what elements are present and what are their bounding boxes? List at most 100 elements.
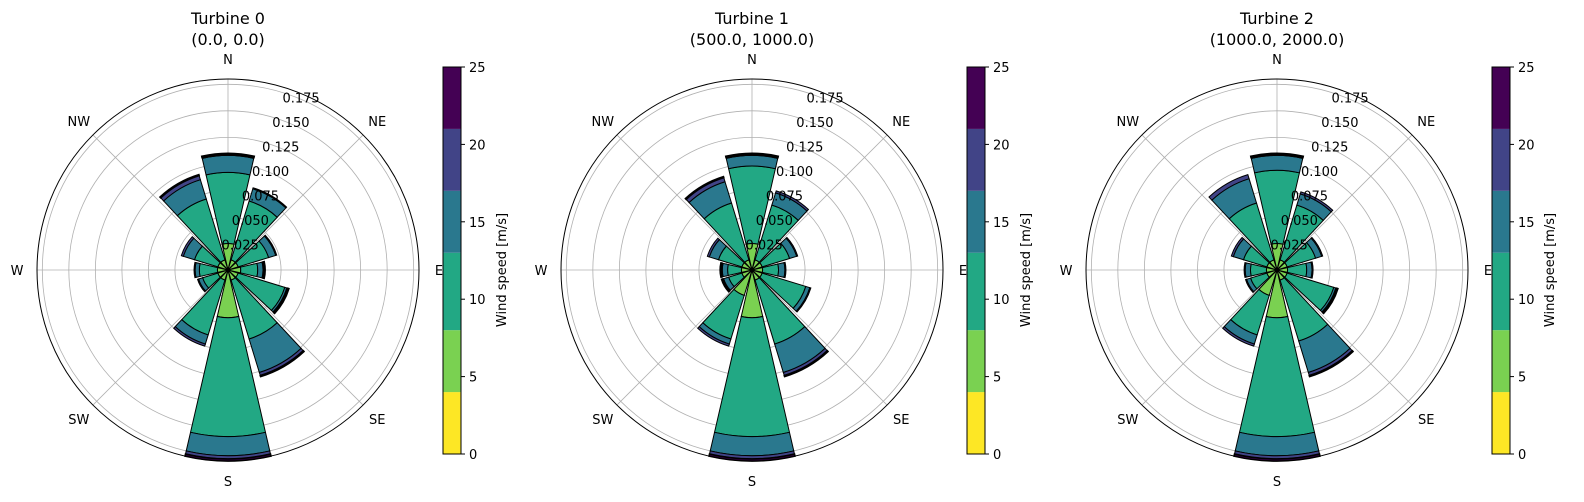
colorbar-segment xyxy=(967,190,985,253)
direction-labels: N NE E SE S SW W NW xyxy=(1060,53,1493,490)
bar-segment xyxy=(1321,287,1339,315)
direction-labels: N NE E SE S SW W NW xyxy=(11,53,444,490)
colorbar-tick-label: 15 xyxy=(469,216,486,231)
panel-title-line-1: Turbine 0 xyxy=(190,9,265,28)
direction-label: NW xyxy=(68,115,91,130)
bar-segment xyxy=(1208,173,1250,201)
colorbar-label: Wind speed [m/s] xyxy=(495,213,510,327)
grid-spoke xyxy=(92,134,229,271)
colorbar-tick-label: 10 xyxy=(1518,293,1535,308)
stacked-bars xyxy=(1208,152,1355,462)
direction-label: N xyxy=(747,53,757,68)
windrose-panel-0: Turbine 0 (0.0, 0.0) 0.025 0.050 0.075 0.10… xyxy=(11,9,510,490)
bar-segment xyxy=(1310,236,1324,257)
bar-segment xyxy=(1299,191,1334,213)
radial-tick-label: 0.025 xyxy=(1271,238,1308,253)
panel-title-line-2: (500.0, 1000.0) xyxy=(690,30,814,49)
colorbar-segment xyxy=(1492,128,1510,191)
colorbar-frame xyxy=(966,66,986,455)
direction-label: NW xyxy=(1117,115,1140,130)
direction-label: NW xyxy=(592,115,615,130)
bar-segment xyxy=(697,325,730,347)
radial-tick-labels: 0.025 0.050 0.075 0.100 0.125 0.150 0.175 xyxy=(1271,91,1369,253)
bar-segment xyxy=(719,261,723,279)
windrose-panel-2: Turbine 2 (1000.0, 2000.0) 0.0250.0500.0… xyxy=(1060,9,1558,490)
colorbar-segment xyxy=(1492,67,1510,129)
radial-tick-label: 0.100 xyxy=(252,165,289,180)
direction-label: SE xyxy=(369,413,385,428)
colorbar: Wind speed [m/s] 0 5 10 15 20 25 xyxy=(966,61,1034,463)
direction-label: SE xyxy=(893,413,909,428)
colorbar-tick-label: 15 xyxy=(993,216,1010,231)
direction-label: S xyxy=(1273,475,1281,490)
direction-label: SW xyxy=(592,413,613,428)
radial-tick-label: 0.075 xyxy=(766,189,803,204)
bar-segment xyxy=(201,154,255,176)
grid-spoke xyxy=(227,269,364,406)
bar-segment xyxy=(1233,453,1321,462)
direction-label: E xyxy=(1484,264,1492,279)
colorbar-segment xyxy=(967,330,985,393)
bar-segment xyxy=(252,187,288,209)
bar-segment xyxy=(193,261,197,279)
colorbar-label: Wind speed [m/s] xyxy=(1543,213,1558,327)
colorbar: Wind speed [m/s] 0 5 10 15 20 25 xyxy=(1491,61,1558,463)
colorbar-tick-label: 20 xyxy=(993,138,1010,153)
radial-tick-label: 0.050 xyxy=(1281,214,1318,229)
colorbar-segment xyxy=(443,67,461,129)
colorbar-label: Wind speed [m/s] xyxy=(1019,213,1034,327)
bar-segment xyxy=(196,278,207,293)
direction-label: SW xyxy=(68,413,89,428)
radial-tick-label: 0.050 xyxy=(232,214,269,229)
colorbar-segment xyxy=(1492,330,1510,393)
colorbar-tick-label: 5 xyxy=(1518,371,1526,386)
colorbar-tick-label: 25 xyxy=(1518,61,1535,76)
radial-tick-label: 0.075 xyxy=(1291,189,1328,204)
colorbar-tick-label: 25 xyxy=(469,61,486,76)
grid-spoke xyxy=(751,269,888,406)
bar-segment xyxy=(1230,236,1245,258)
radial-tick-label: 0.050 xyxy=(756,214,793,229)
bar-segment xyxy=(1249,152,1305,159)
direction-label: NE xyxy=(1417,115,1435,130)
bar-segment xyxy=(783,261,787,279)
direction-label: W xyxy=(535,264,548,279)
radial-tick-label: 0.100 xyxy=(776,165,813,180)
direction-label: NE xyxy=(892,115,910,130)
bar-segment xyxy=(200,152,256,159)
grid-spoke xyxy=(751,134,888,271)
radial-tick-label: 0.125 xyxy=(1311,140,1348,155)
colorbar-segment xyxy=(1492,252,1510,331)
radial-tick-label: 0.150 xyxy=(1321,116,1358,131)
radial-tick-label: 0.150 xyxy=(272,116,309,131)
bar-segment xyxy=(262,260,266,280)
grid-spoke xyxy=(1276,134,1413,271)
panel-title-line-2: (1000.0, 2000.0) xyxy=(1210,30,1345,49)
colorbar-segment xyxy=(967,67,985,129)
bar-segment xyxy=(721,262,729,278)
direction-label: E xyxy=(959,264,967,279)
colorbar-tick-label: 15 xyxy=(1518,216,1535,231)
grid-spoke xyxy=(92,269,229,406)
grid-spoke xyxy=(1276,269,1413,406)
grid-spoke xyxy=(1141,134,1278,271)
direction-label: N xyxy=(223,53,233,68)
bar-segment xyxy=(272,287,290,315)
radial-tick-label: 0.025 xyxy=(746,238,783,253)
direction-label: E xyxy=(435,264,443,279)
colorbar-tick-label: 0 xyxy=(993,448,1001,463)
bar-segment xyxy=(783,349,830,378)
radial-tick-label: 0.175 xyxy=(806,91,843,106)
colorbar-frame xyxy=(442,66,462,455)
panel-title-line-2: (0.0, 0.0) xyxy=(191,30,265,49)
direction-label: W xyxy=(11,264,24,279)
colorbar-tick-label: 10 xyxy=(469,293,486,308)
bar-segment xyxy=(1308,349,1355,378)
grid-spoke xyxy=(616,269,753,406)
colorbar-segment xyxy=(443,330,461,393)
direction-label: S xyxy=(748,475,756,490)
radial-tick-label: 0.175 xyxy=(1331,91,1368,106)
bar-segment xyxy=(720,277,731,293)
colorbar-segment xyxy=(1492,392,1510,454)
